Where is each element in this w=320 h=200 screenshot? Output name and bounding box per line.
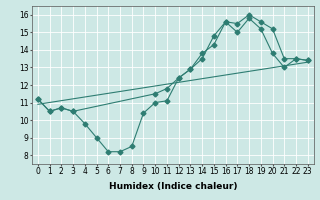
X-axis label: Humidex (Indice chaleur): Humidex (Indice chaleur) — [108, 182, 237, 191]
